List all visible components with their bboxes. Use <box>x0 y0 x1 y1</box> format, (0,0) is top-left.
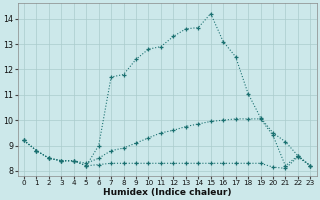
X-axis label: Humidex (Indice chaleur): Humidex (Indice chaleur) <box>103 188 231 197</box>
